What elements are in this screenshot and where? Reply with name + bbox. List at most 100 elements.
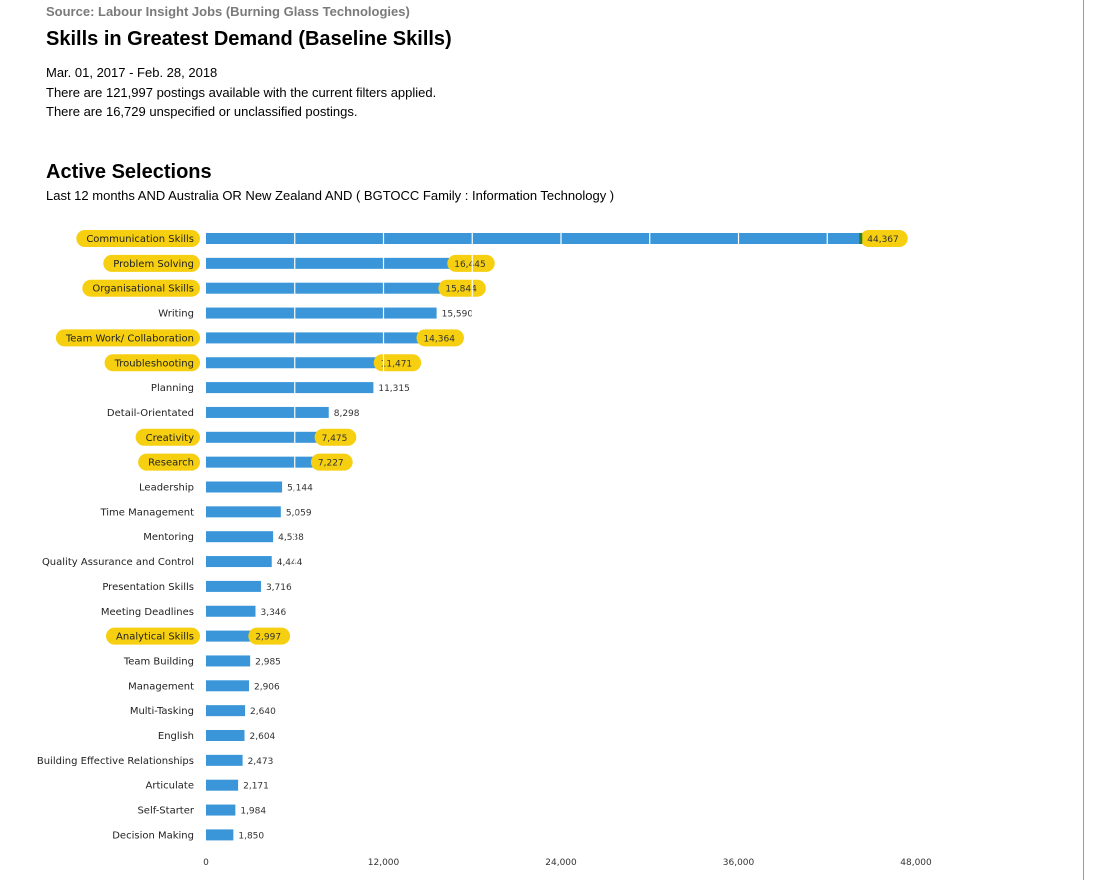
bar [206, 307, 437, 319]
value-label: 1,850 [238, 831, 264, 841]
category-label: Detail-Orientated [107, 408, 194, 419]
value-label: 3,346 [260, 608, 286, 618]
category-label: Decision Making [112, 830, 194, 841]
category-highlight [103, 254, 200, 272]
x-tick-label: 48,000 [900, 858, 932, 868]
value-label: 7,227 [318, 459, 344, 469]
category-label: Self-Starter [137, 806, 194, 817]
category-label: English [158, 731, 194, 742]
value-label: 5,059 [286, 508, 312, 518]
category-label: Team Building [123, 656, 194, 667]
category-label: Mentoring [143, 532, 194, 543]
x-tick-label: 0 [203, 858, 209, 868]
value-label: 1,984 [240, 807, 266, 817]
value-label: 3,716 [266, 583, 292, 593]
category-label: Creativity [146, 433, 194, 444]
category-highlight [135, 428, 200, 446]
bar [206, 506, 281, 518]
value-label: 11,471 [381, 359, 413, 369]
value-label: 4,444 [277, 558, 303, 568]
bar [206, 804, 236, 816]
value-label: 7,475 [322, 434, 348, 444]
value-label: 16,445 [454, 260, 486, 270]
bar [206, 282, 441, 294]
category-label: Problem Solving [113, 259, 194, 270]
postings-unspecified-text: There are 16,729 unspecified or unclassi… [46, 104, 358, 119]
category-label: Presentation Skills [102, 582, 194, 593]
x-tick-label: 36,000 [723, 858, 755, 868]
bar [206, 431, 317, 443]
value-label: 15,844 [445, 285, 477, 295]
category-label: Meeting Deadlines [101, 607, 194, 618]
bar [206, 456, 313, 468]
bar [206, 680, 249, 692]
bar [206, 556, 272, 568]
category-highlight [138, 453, 200, 471]
bar [206, 705, 246, 717]
x-tick-label: 12,000 [368, 858, 400, 868]
value-highlight [314, 428, 357, 446]
bar [206, 779, 239, 791]
bar [206, 580, 261, 592]
bar [206, 357, 376, 369]
value-highlight [438, 279, 486, 297]
value-label: 2,473 [248, 757, 274, 767]
bar [206, 481, 283, 493]
bar [206, 754, 243, 766]
category-label: Team Work/ Collaboration [65, 333, 194, 344]
value-label: 2,604 [250, 732, 276, 742]
bar [206, 630, 251, 642]
page-title: Skills in Greatest Demand (Baseline Skil… [46, 28, 452, 50]
date-range: Mar. 01, 2017 - Feb. 28, 2018 [46, 65, 218, 80]
category-label: Leadership [139, 483, 194, 494]
value-label: 2,906 [254, 682, 280, 692]
postings-available-text: There are 121,997 postings available wit… [46, 85, 437, 100]
bar-end-marker [859, 233, 863, 244]
category-label: Research [148, 458, 194, 469]
category-label: Management [128, 681, 194, 692]
value-label: 4,538 [278, 533, 304, 543]
category-label: Planning [151, 383, 194, 394]
category-label: Articulate [146, 781, 194, 792]
x-tick-label: 24,000 [545, 858, 577, 868]
source-line: Source: Labour Insight Jobs (Burning Gla… [46, 4, 410, 19]
bar [206, 829, 234, 841]
value-label: 5,144 [287, 484, 313, 494]
category-label: Quality Assurance and Control [42, 557, 194, 568]
bar [206, 655, 251, 667]
value-label: 11,315 [378, 384, 410, 394]
value-label: 44,367 [867, 235, 899, 245]
category-highlight [104, 354, 200, 372]
value-highlight [447, 254, 495, 272]
bar [206, 233, 863, 244]
category-highlight [55, 329, 200, 347]
category-label: Time Management [99, 507, 194, 518]
value-highlight [860, 230, 908, 247]
bar [206, 531, 274, 543]
bar [206, 332, 419, 344]
bar [206, 406, 329, 418]
value-label: 2,171 [243, 782, 269, 792]
value-label: 2,985 [255, 657, 281, 667]
value-label: 8,298 [334, 409, 360, 419]
value-label: 2,640 [250, 707, 276, 717]
category-highlight [82, 279, 200, 297]
category-highlight [76, 230, 200, 247]
value-label: 15,590 [442, 310, 474, 320]
category-label: Organisational Skills [92, 284, 194, 295]
value-label: 14,364 [423, 334, 455, 344]
bar [206, 382, 374, 394]
category-label: Multi-Tasking [130, 706, 194, 717]
value-highlight [416, 329, 464, 347]
category-label: Communication Skills [86, 234, 194, 245]
value-label: 2,997 [255, 633, 281, 643]
active-selections-text: Last 12 months AND Australia OR New Zeal… [46, 188, 615, 203]
category-highlight [106, 627, 200, 645]
value-highlight [373, 354, 422, 372]
value-highlight [310, 453, 353, 471]
active-selections-title: Active Selections [46, 161, 212, 183]
category-label: Writing [158, 309, 194, 320]
bar [206, 730, 245, 741]
value-highlight [248, 627, 291, 645]
